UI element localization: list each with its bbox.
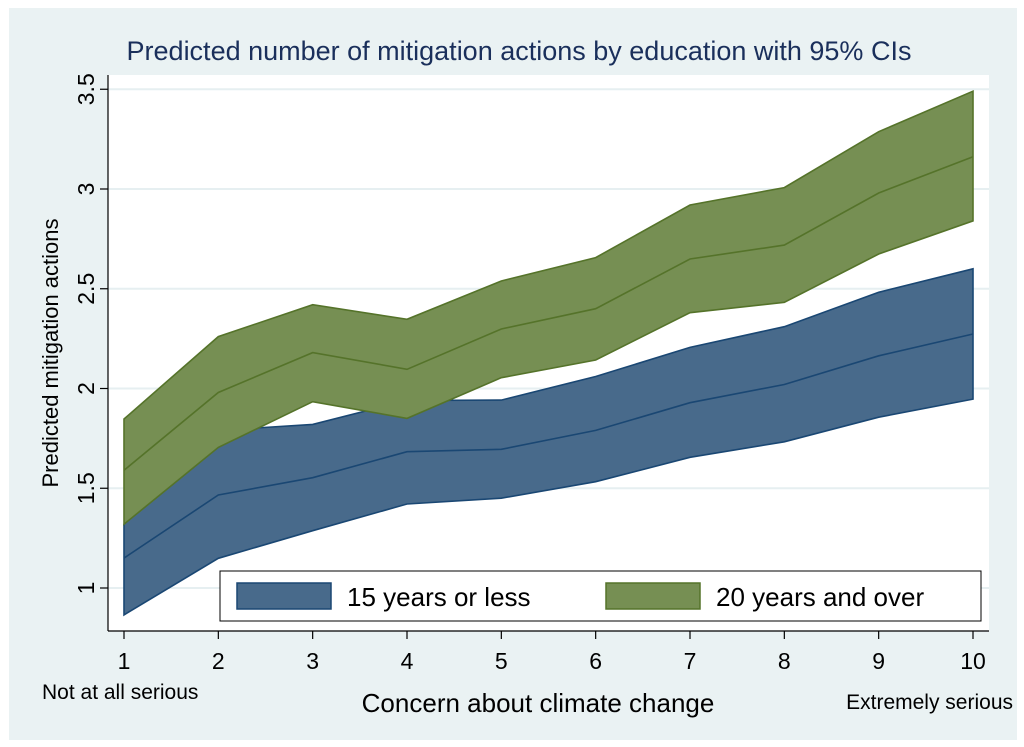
x-tick-label: 8 — [778, 648, 791, 674]
y-tick-label: 3 — [73, 183, 99, 196]
x-axis-title: Concern about climate change — [362, 688, 715, 718]
estimate-line-series-1 — [123, 155, 974, 471]
legend-box — [219, 570, 982, 622]
x-tick-label: 1 — [118, 648, 131, 674]
chart-title: Predicted number of mitigation actions b… — [127, 36, 912, 66]
legend-swatch-20-years — [605, 582, 701, 610]
legend-label-20-years: 20 years and over — [716, 582, 924, 612]
x-tick-label: 4 — [401, 648, 414, 674]
y-tick-label: 1 — [73, 582, 99, 595]
x-tick-label: 9 — [872, 648, 885, 674]
y-tick-label: 2 — [73, 382, 99, 395]
x-tick-label: 2 — [212, 648, 225, 674]
y-tick-label: 3.5 — [73, 73, 99, 105]
legend-swatch-15-years — [236, 582, 332, 610]
ci-band-series-1 — [123, 89, 974, 526]
legend: 15 years or less 20 years and over — [219, 570, 982, 622]
x-axis-ticks: 1 2 3 4 5 6 7 8 9 10 — [118, 631, 986, 674]
y-tick-label: 2.5 — [73, 273, 99, 305]
ci-bands — [123, 89, 974, 617]
x-tick-label: 10 — [960, 648, 986, 674]
x-tick-label: 6 — [589, 648, 602, 674]
x-end-label-left: Not at all serious — [42, 681, 198, 704]
x-tick-label: 3 — [306, 648, 319, 674]
y-tick-label: 1.5 — [73, 472, 99, 504]
estimate-lines — [123, 156, 974, 559]
y-axis-ticks: 1 1.5 2 2.5 3 3.5 — [73, 73, 108, 594]
x-tick-label: 7 — [684, 648, 697, 674]
legend-label-15-years: 15 years or less — [347, 582, 531, 612]
estimate-line-series-0 — [123, 333, 974, 559]
x-tick-label: 5 — [495, 648, 508, 674]
y-axis-title: Predicted mitigation actions — [38, 218, 63, 487]
x-end-label-right: Extremely serious — [846, 691, 1013, 714]
